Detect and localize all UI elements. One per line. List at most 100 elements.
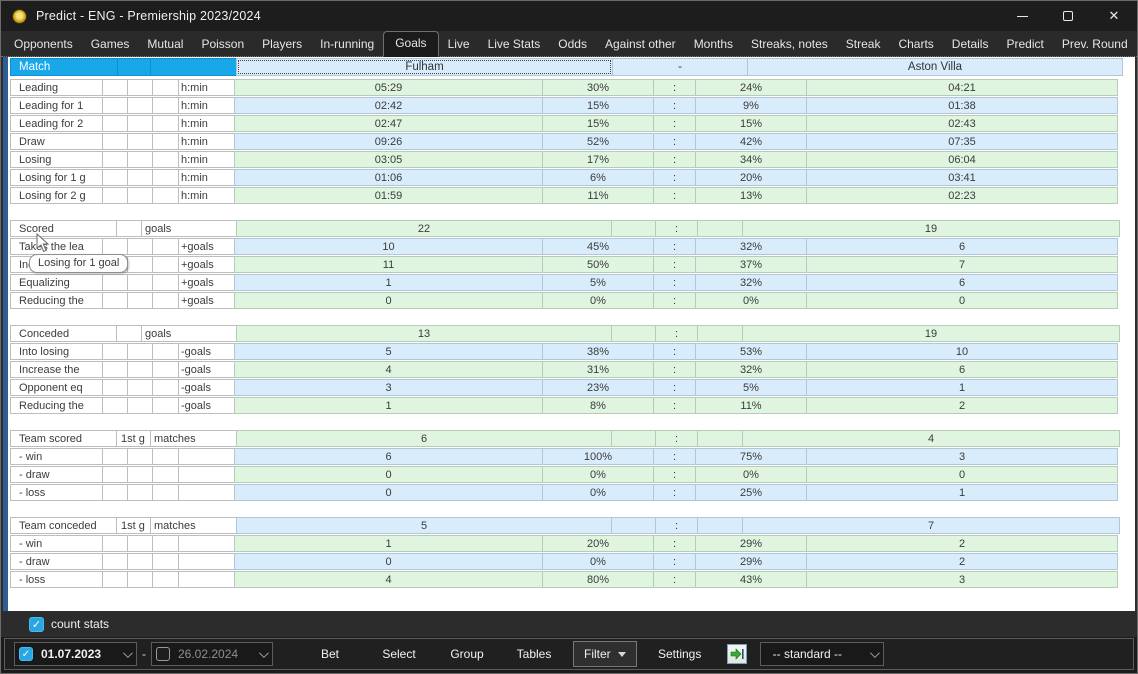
cell-blank[interactable] [697, 220, 743, 237]
tab-goals[interactable]: Goals [383, 31, 439, 57]
cell-away-value[interactable]: 0 [806, 466, 1118, 483]
cell-label[interactable]: Losing for 1 g [10, 169, 103, 186]
cell-label[interactable]: Takes the lea [10, 238, 103, 255]
cell-subheader[interactable]: 1st g [116, 430, 151, 447]
cell-away-value[interactable]: 03:41 [806, 169, 1118, 186]
cell-blank[interactable] [152, 151, 179, 168]
cell-blank[interactable] [127, 79, 153, 96]
cell-blank[interactable] [127, 274, 153, 291]
cell-blank[interactable] [697, 430, 743, 447]
cell-unit[interactable] [178, 535, 235, 552]
cell-label[interactable]: Reducing the [10, 292, 103, 309]
tab-details[interactable]: Details [951, 37, 989, 51]
cell-unit[interactable]: h:min [178, 133, 235, 150]
cell-blank[interactable] [611, 325, 656, 342]
cell-away-pct[interactable]: 29% [695, 553, 807, 570]
cell-home-pct[interactable]: 17% [542, 151, 654, 168]
header-separator[interactable]: - [612, 58, 748, 76]
cell-away-pct[interactable]: 42% [695, 133, 807, 150]
cell-away-value[interactable]: 7 [806, 256, 1118, 273]
cell-home-value[interactable]: 02:42 [234, 97, 543, 114]
tab-live-stats[interactable]: Live Stats [487, 37, 541, 51]
cell-blank[interactable] [127, 115, 153, 132]
cell-away-value[interactable]: 7 [742, 517, 1120, 534]
cell-unit[interactable] [178, 484, 235, 501]
tab-months[interactable]: Months [693, 37, 734, 51]
cell-blank[interactable] [152, 466, 179, 483]
cell-away-pct[interactable]: 13% [695, 187, 807, 204]
cell-away-value[interactable]: 6 [806, 361, 1118, 378]
cell-colon[interactable]: : [653, 238, 696, 255]
cell-home-value[interactable]: 10 [234, 238, 543, 255]
tab-in-running[interactable]: In-running [320, 37, 375, 51]
cell-blank[interactable] [102, 361, 128, 378]
tab-players[interactable]: Players [262, 37, 303, 51]
cell-label[interactable]: - draw [10, 466, 103, 483]
cell-away-value[interactable]: 02:43 [806, 115, 1118, 132]
cell-blank[interactable] [697, 517, 743, 534]
cell-away-value[interactable]: 4 [742, 430, 1120, 447]
cell-away-pct[interactable]: 32% [695, 274, 807, 291]
tab-streaks-notes[interactable]: Streaks, notes [751, 37, 828, 51]
cell-home-pct[interactable]: 52% [542, 133, 654, 150]
date-to-combobox[interactable]: 26.02.2024 [151, 642, 273, 666]
cell-blank[interactable] [127, 466, 153, 483]
cell-home-value[interactable]: 05:29 [234, 79, 543, 96]
tab-opponents[interactable]: Opponents [14, 37, 73, 51]
cell-blank[interactable] [127, 397, 153, 414]
cell-home-pct[interactable]: 23% [542, 379, 654, 396]
cell-blank[interactable] [152, 292, 179, 309]
cell-blank[interactable] [152, 397, 179, 414]
cell-home-value[interactable]: 1 [234, 397, 543, 414]
cell-blank[interactable] [127, 292, 153, 309]
cell-home-pct[interactable]: 20% [542, 535, 654, 552]
cell-unit[interactable] [178, 466, 235, 483]
cell-label[interactable]: - loss [10, 484, 103, 501]
cell-home-value[interactable]: 0 [234, 484, 543, 501]
cell-unit[interactable]: goals [141, 325, 237, 342]
cell-home-value[interactable]: 11 [234, 256, 543, 273]
cell-blank[interactable] [127, 343, 153, 360]
cell-label[interactable]: Opponent eq [10, 379, 103, 396]
cell-blank[interactable] [127, 553, 153, 570]
cell-blank[interactable] [152, 238, 179, 255]
cell-unit[interactable]: matches [150, 517, 237, 534]
cell-blank[interactable] [102, 343, 128, 360]
cell-colon[interactable]: : [653, 256, 696, 273]
cell-label[interactable]: Leading [10, 79, 103, 96]
cell-home-value[interactable]: 5 [234, 343, 543, 360]
cell-blank[interactable] [102, 379, 128, 396]
cell-blank[interactable] [102, 484, 128, 501]
cell-blank[interactable] [102, 292, 128, 309]
preset-combobox[interactable]: -- standard -- [759, 642, 884, 666]
cell-colon[interactable]: : [653, 274, 696, 291]
cell-blank[interactable] [102, 466, 128, 483]
cell-blank[interactable] [127, 484, 153, 501]
cell-away-value[interactable]: 04:21 [806, 79, 1118, 96]
cell-unit[interactable]: +goals [178, 274, 235, 291]
cell-unit[interactable]: matches [150, 430, 237, 447]
cell-blank[interactable] [102, 448, 128, 465]
cell-home-value[interactable]: 1 [234, 535, 543, 552]
cell-away-value[interactable]: 01:38 [806, 97, 1118, 114]
cell-unit[interactable]: h:min [178, 79, 235, 96]
filter-button[interactable]: Filter [573, 641, 637, 667]
cell-blank[interactable] [127, 448, 153, 465]
cell-colon[interactable]: : [655, 517, 698, 534]
cell-blank[interactable] [127, 187, 153, 204]
cell-blank[interactable] [102, 274, 128, 291]
cell-home-value[interactable]: 03:05 [234, 151, 543, 168]
cell-label[interactable]: Leading for 1 [10, 97, 103, 114]
cell-away-pct[interactable]: 43% [695, 571, 807, 588]
cell-away-value[interactable]: 1 [806, 379, 1118, 396]
cell-away-pct[interactable]: 37% [695, 256, 807, 273]
cell-home-pct[interactable]: 8% [542, 397, 654, 414]
cell-colon[interactable]: : [653, 133, 696, 150]
cell-home-pct[interactable]: 0% [542, 292, 654, 309]
cell-blank[interactable] [102, 187, 128, 204]
tables-button[interactable]: Tables [516, 647, 552, 661]
cell-home-value[interactable]: 02:47 [234, 115, 543, 132]
cell-colon[interactable]: : [655, 430, 698, 447]
cell-home-value[interactable]: 01:59 [234, 187, 543, 204]
cell-away-value[interactable]: 02:23 [806, 187, 1118, 204]
